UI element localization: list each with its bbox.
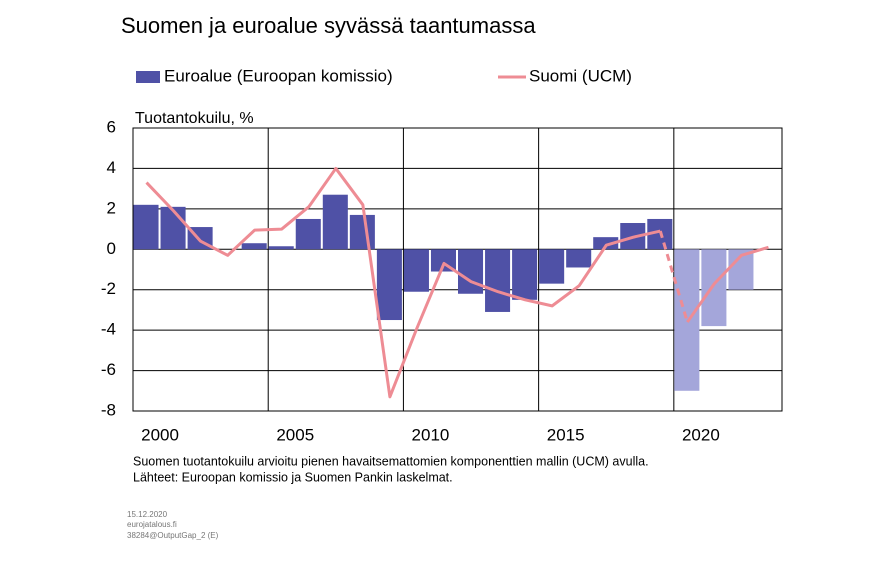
bar (322, 194, 348, 250)
y-tick-label: 6 (107, 117, 116, 136)
line-forecast-link (658, 230, 689, 323)
bar (458, 249, 484, 294)
bar (403, 249, 429, 292)
bar (485, 249, 511, 312)
footer: 15.12.2020 (127, 510, 168, 519)
y-tick-label: -4 (101, 320, 116, 339)
legend-swatch (136, 71, 160, 83)
line-series (145, 166, 661, 399)
bar (701, 249, 727, 327)
bar (241, 243, 267, 250)
chart-title: Suomen ja euroalue syvässä taantumassa (121, 13, 536, 38)
y-axis-label: Tuotantokuilu, % (135, 110, 254, 127)
x-tick-label: 2000 (141, 425, 179, 444)
bar (512, 249, 538, 300)
footer: eurojatalous.fi (127, 520, 177, 529)
bar (376, 249, 402, 321)
plot-frame (132, 127, 783, 412)
y-tick-label: -6 (101, 360, 116, 379)
line-series (686, 245, 769, 323)
y-tick-label: -2 (101, 279, 116, 298)
bar (133, 204, 159, 250)
bar (349, 214, 375, 250)
legend-label: Euroalue (Euroopan komissio) (164, 66, 393, 85)
footer: 38284@OutputGap_2 (E) (127, 531, 219, 540)
y-tick-label: 2 (107, 198, 116, 217)
note: Lähteet: Euroopan komissio ja Suomen Pan… (133, 470, 453, 484)
x-tick-label: 2015 (547, 425, 585, 444)
y-tick-label: 0 (107, 239, 116, 258)
y-tick-label: -8 (101, 400, 116, 419)
note: Suomen tuotantokuilu arvioitu pienen hav… (133, 454, 649, 468)
y-tick-label: 4 (107, 158, 116, 177)
bar (566, 249, 592, 268)
x-tick-label: 2020 (682, 425, 720, 444)
bar (674, 249, 700, 391)
bar (160, 206, 186, 250)
x-tick-label: 2010 (412, 425, 450, 444)
bar (268, 246, 294, 250)
bar (295, 218, 321, 250)
x-tick-label: 2005 (276, 425, 314, 444)
bar (593, 237, 619, 250)
bar (539, 249, 565, 284)
legend-label: Suomi (UCM) (529, 66, 632, 85)
